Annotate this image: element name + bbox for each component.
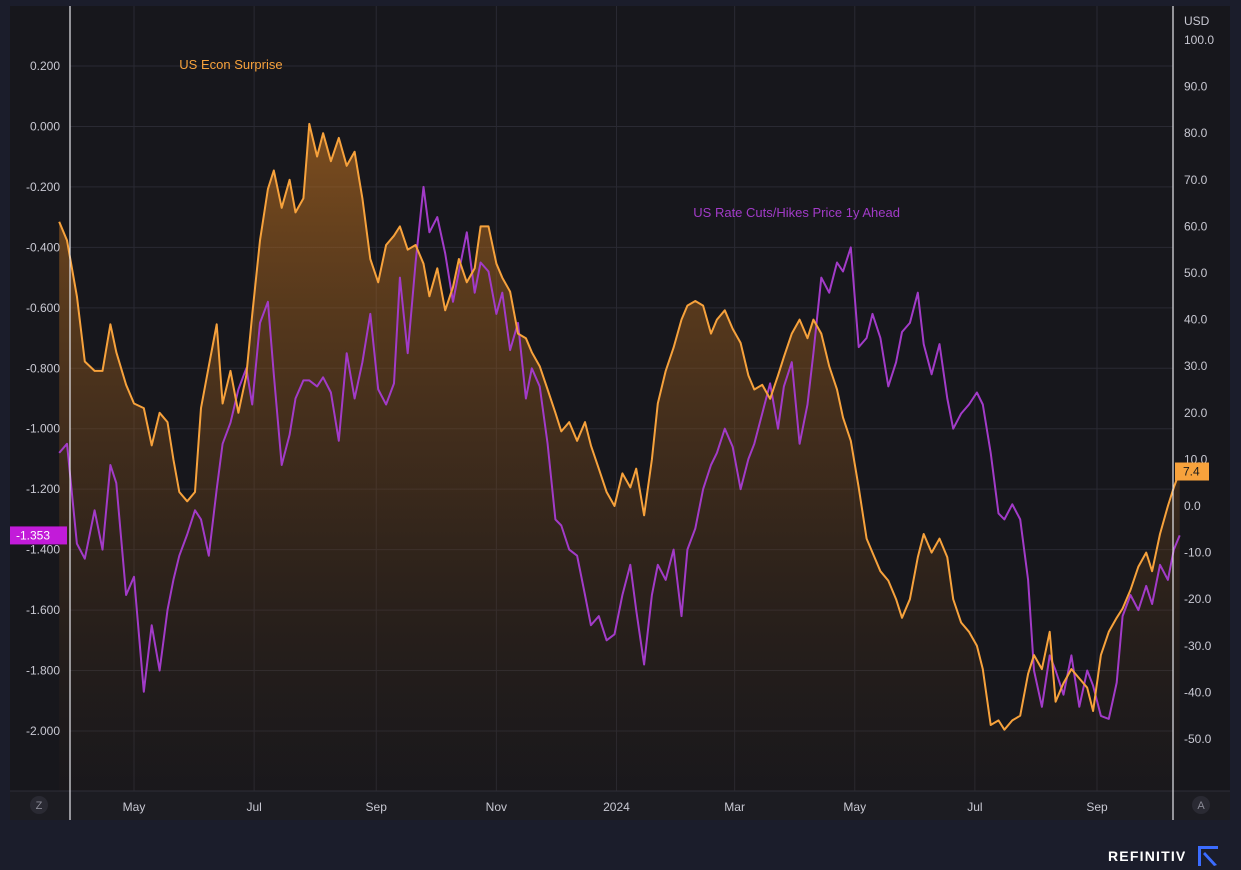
x-tick-label: Sep bbox=[366, 800, 388, 814]
x-tick-label: Jul bbox=[967, 800, 982, 814]
y-right-tick-label: -10.0 bbox=[1184, 546, 1212, 560]
x-tick-label: Mar bbox=[724, 800, 745, 814]
y-left-tick-label: 0.200 bbox=[30, 59, 60, 73]
y-right-tick-label: -40.0 bbox=[1184, 685, 1212, 699]
refinitiv-r-icon bbox=[1198, 846, 1219, 866]
left-last-value-badge bbox=[10, 526, 67, 545]
y-left-tick-label: -1.000 bbox=[26, 422, 60, 436]
zoom-left-button[interactable] bbox=[30, 796, 48, 814]
y-right-tick-label: 60.0 bbox=[1184, 219, 1208, 233]
y-right-tick-label: 40.0 bbox=[1184, 313, 1208, 327]
series-lines-layer bbox=[58, 122, 1181, 731]
right-last-value-text: 7.4 bbox=[1183, 465, 1200, 479]
y-left-tick-label: -0.800 bbox=[26, 361, 60, 375]
y-right-tick-label: 0.0 bbox=[1184, 499, 1201, 513]
x-axis-bar bbox=[10, 791, 1230, 820]
x-tick-label: Jul bbox=[246, 800, 261, 814]
y-left-tick-label: 0.000 bbox=[30, 119, 60, 133]
series-annotation: US Econ Surprise bbox=[179, 57, 282, 72]
x-tick-label: Sep bbox=[1086, 800, 1108, 814]
auto-scale-button[interactable] bbox=[1192, 796, 1210, 814]
y-right-tick-label: -50.0 bbox=[1184, 732, 1212, 746]
y-left-tick-label: -1.600 bbox=[26, 603, 60, 617]
x-tick-label: 2024 bbox=[603, 800, 630, 814]
y-right-tick-label: -30.0 bbox=[1184, 639, 1212, 653]
right-last-value-badge bbox=[1175, 462, 1209, 481]
brand-logo: REFINITIV bbox=[1108, 845, 1220, 867]
x-tick-label: Nov bbox=[486, 800, 507, 814]
x-tick-label: May bbox=[843, 800, 866, 814]
y-left-tick-label: -0.400 bbox=[26, 240, 60, 254]
y-left-tick-label: -1.400 bbox=[26, 543, 60, 557]
axes-layer bbox=[10, 6, 1230, 820]
chart-panel: May Jul Sep Nov 2024 Mar May Jul Sep 0.200 0.000 -0… bbox=[10, 6, 1230, 820]
y-right-tick-label: 80.0 bbox=[1184, 126, 1208, 140]
chart-svg[interactable]: May Jul Sep Nov 2024 Mar May Jul Sep 0.200 0.000 -0… bbox=[10, 6, 1230, 820]
zoom-left-button-label: Z bbox=[36, 800, 43, 812]
y-left-tick-label: -2.000 bbox=[26, 724, 60, 738]
y-right-tick-label: 50.0 bbox=[1184, 266, 1208, 280]
y-left-tick-label: -1.200 bbox=[26, 482, 60, 496]
y-left-tick-label: -1.800 bbox=[26, 664, 60, 678]
series-area-us-econ-surprise bbox=[59, 123, 1180, 791]
area-fill-layer bbox=[59, 123, 1180, 791]
y-right-tick-label: 70.0 bbox=[1184, 173, 1208, 187]
y-right-tick-label: -20.0 bbox=[1184, 592, 1212, 606]
y-right-tick-label: 90.0 bbox=[1184, 80, 1208, 94]
labels-layer: May Jul Sep Nov 2024 Mar May Jul Sep 0.200 0.000 -0… bbox=[10, 14, 1214, 814]
brand-name: REFINITIV bbox=[1108, 848, 1187, 864]
left-last-value-text: -1.353 bbox=[16, 528, 50, 542]
y-right-tick-label: 100.0 bbox=[1184, 33, 1214, 47]
y-left-tick-label: -0.600 bbox=[26, 301, 60, 315]
series-line-us-econ-surprise[interactable] bbox=[58, 122, 1181, 731]
y-left-tick-label: -0.200 bbox=[26, 180, 60, 194]
x-tick-label: May bbox=[123, 800, 146, 814]
auto-scale-button-label: A bbox=[1197, 800, 1205, 812]
series-line-us-rate-cuts-hikes-price-1y-ahead[interactable] bbox=[58, 185, 1181, 720]
series-annotation: US Rate Cuts/Hikes Price 1y Ahead bbox=[693, 205, 900, 220]
y-right-tick-label: 20.0 bbox=[1184, 406, 1208, 420]
y-right-unit: USD bbox=[1184, 14, 1210, 28]
y-right-tick-label: 30.0 bbox=[1184, 359, 1208, 373]
